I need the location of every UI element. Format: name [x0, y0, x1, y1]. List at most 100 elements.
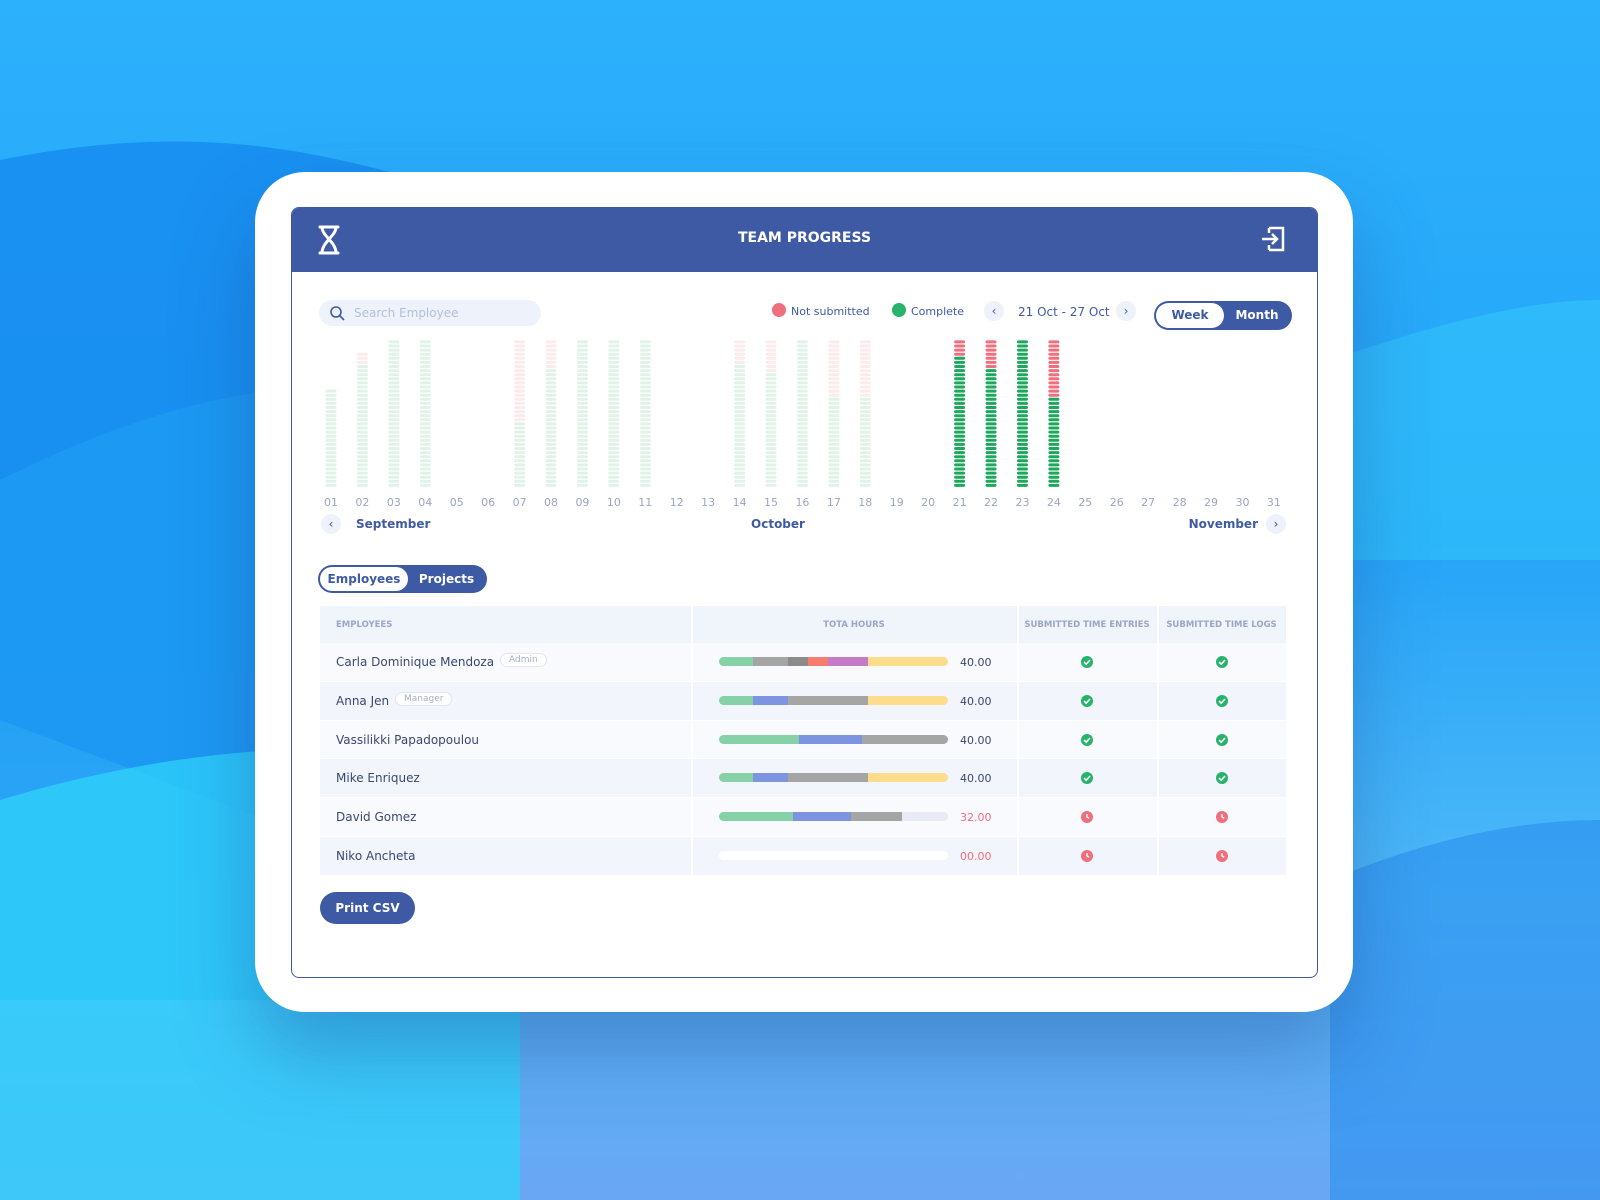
entry-dot	[954, 459, 966, 463]
not-submitted-column	[859, 340, 871, 397]
entry-dot	[1016, 467, 1028, 471]
entry-dot	[765, 397, 777, 401]
entry-dot	[796, 369, 808, 373]
entry-dot	[419, 381, 431, 385]
toggle-option[interactable]: Month	[1235, 308, 1279, 322]
entry-dot	[545, 344, 557, 348]
column-header: EMPLOYEES	[336, 620, 393, 630]
entry-dot	[796, 360, 808, 364]
logs-status	[1215, 850, 1228, 862]
entry-dot	[859, 418, 871, 422]
entry-dot	[639, 459, 651, 463]
month-nav[interactable]	[1266, 514, 1286, 534]
entry-dot	[859, 340, 871, 344]
search-box[interactable]: Search Employee	[319, 300, 541, 326]
entry-dot	[1016, 451, 1028, 455]
entry-dot	[734, 360, 746, 364]
entry-dot	[325, 434, 337, 438]
entry-dot	[576, 471, 588, 475]
entry-dot	[985, 373, 997, 377]
entry-dot	[734, 467, 746, 471]
entry-dot	[576, 438, 588, 442]
search-placeholder: Search Employee	[354, 306, 459, 320]
entry-dot	[1048, 401, 1060, 405]
entry-dot	[828, 451, 840, 455]
entry-dot	[765, 471, 777, 475]
entry-dot	[639, 381, 651, 385]
entry-dot	[388, 451, 400, 455]
entry-dot	[608, 455, 620, 459]
entry-dot	[765, 393, 777, 397]
entry-dot	[356, 414, 368, 418]
toggle-option[interactable]: Employees	[320, 567, 408, 591]
entry-dot	[419, 377, 431, 381]
toggle-option[interactable]: Projects	[418, 572, 475, 586]
table-header	[320, 606, 1286, 643]
entry-dot	[514, 434, 526, 438]
entry-dot	[1016, 471, 1028, 475]
entry-dot	[388, 360, 400, 364]
entry-dot	[765, 434, 777, 438]
hours-total: 40.00	[960, 733, 992, 747]
logout-button[interactable]	[1259, 225, 1287, 253]
entry-dot	[1048, 483, 1060, 487]
print-csv-button[interactable]: Print CSV	[320, 892, 415, 924]
entry-dot	[985, 348, 997, 352]
entry-dot	[514, 385, 526, 389]
entry-dot	[1016, 434, 1028, 438]
entry-dot	[734, 348, 746, 352]
toggle-option[interactable]: Week	[1156, 303, 1224, 328]
entry-dot	[859, 475, 871, 479]
entry-dot	[796, 459, 808, 463]
day-label: 23	[1015, 496, 1029, 509]
day-label: 16	[795, 496, 809, 509]
entry-dot	[325, 389, 337, 393]
entry-dot	[859, 389, 871, 393]
month-nav[interactable]	[321, 514, 341, 534]
next-week[interactable]: ›	[1116, 301, 1136, 321]
not-submitted-column	[985, 340, 997, 368]
entry-dot	[514, 463, 526, 467]
hours-segment	[793, 812, 851, 822]
entry-dot	[545, 467, 557, 471]
entry-dot	[639, 406, 651, 409]
entry-dot	[1048, 389, 1060, 393]
entry-dot	[1016, 344, 1028, 348]
entry-dot	[859, 344, 871, 348]
logs-status	[1215, 772, 1228, 785]
entry-dot	[608, 451, 620, 455]
entry-dot	[859, 381, 871, 385]
entry-dot	[985, 479, 997, 483]
entry-dot	[765, 463, 777, 467]
entry-dot	[545, 447, 557, 450]
entry-dot	[828, 410, 840, 414]
entry-dot	[419, 426, 431, 430]
entry-dot	[1048, 475, 1060, 479]
entry-dot	[608, 414, 620, 418]
employee-name: David Gomez	[336, 810, 417, 825]
complete-column	[514, 422, 526, 487]
entry-dot	[796, 418, 808, 422]
entry-dot	[734, 483, 746, 487]
entry-dot	[828, 438, 840, 442]
entry-dot	[388, 418, 400, 422]
entry-dot	[514, 369, 526, 373]
entry-dot	[765, 389, 777, 393]
entry-dot	[985, 447, 997, 450]
column-header: SUBMITTED TIME ENTRIES	[1024, 620, 1150, 630]
hours-total: 40.00	[960, 694, 992, 708]
entry-dot	[356, 422, 368, 426]
table-row: Mike Enriquez 40.00	[320, 759, 1286, 798]
day-label: 10	[607, 496, 621, 509]
entry-dot	[388, 393, 400, 397]
entry-dot	[325, 438, 337, 442]
entry-dot	[734, 365, 746, 368]
entry-dot	[545, 385, 557, 389]
column-divider	[691, 606, 693, 876]
entry-dot	[514, 483, 526, 487]
complete-column	[1016, 340, 1028, 487]
entry-dot	[388, 340, 400, 344]
entry-dot	[325, 467, 337, 471]
entry-dot	[859, 397, 871, 401]
prev-week[interactable]: ‹	[984, 301, 1004, 321]
